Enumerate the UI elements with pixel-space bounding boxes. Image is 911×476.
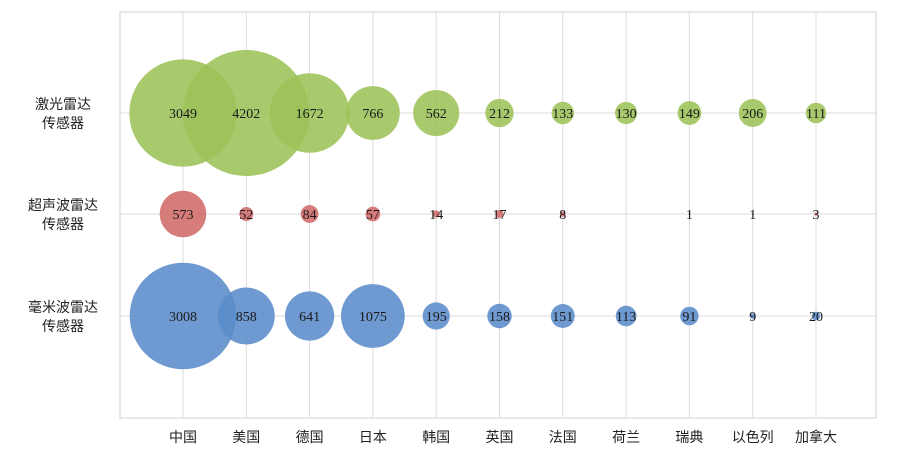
- bubble: [677, 101, 702, 125]
- bubble: [551, 101, 575, 125]
- data-label: 17: [493, 208, 507, 223]
- series-0: 3049 4202 1672 766 562 212 133 130 149 206 111: [129, 50, 827, 176]
- bubble: [749, 313, 756, 319]
- data-label: 133: [552, 107, 573, 122]
- x-tick-label: 荷兰: [612, 430, 640, 446]
- data-label: 20: [809, 310, 823, 325]
- bubble: [751, 213, 754, 215]
- data-label: 641: [299, 310, 320, 325]
- bubble: [217, 287, 275, 345]
- data-label: 52: [239, 208, 253, 223]
- y-tick-label: 激光雷达传感器: [35, 96, 91, 132]
- bubble: [811, 311, 821, 321]
- data-label: 9: [749, 310, 756, 325]
- bubble: [269, 73, 350, 153]
- x-tick-label: 德国: [296, 430, 324, 446]
- bubble: [688, 213, 691, 215]
- x-tick-label: 以色列: [732, 429, 774, 446]
- bubble: [300, 205, 319, 223]
- data-label: 4202: [232, 107, 260, 122]
- data-label: 3: [813, 208, 820, 223]
- data-label: 91: [682, 310, 696, 325]
- data-label: 8: [559, 208, 566, 223]
- bubble: [805, 102, 827, 124]
- data-label: 14: [429, 208, 443, 223]
- data-label: 766: [362, 107, 383, 122]
- bubble: [550, 304, 575, 328]
- x-tick-label: 韩国: [422, 430, 450, 446]
- bubble: [341, 284, 405, 348]
- bubble: [365, 206, 381, 222]
- data-label: 57: [366, 208, 380, 223]
- data-label: 195: [426, 310, 447, 325]
- bubble: [183, 50, 310, 176]
- data-label: 111: [806, 107, 826, 122]
- bubble: [159, 190, 207, 238]
- bubble: [615, 101, 638, 125]
- x-tick-label: 法国: [549, 430, 577, 446]
- plot-frame: [119, 11, 877, 419]
- y-tick-label: 超声波雷达传感器: [28, 198, 98, 233]
- bubble: [487, 303, 512, 329]
- bubble: [738, 99, 767, 127]
- data-label: 130: [616, 107, 637, 122]
- data-label: 3008: [169, 310, 197, 325]
- x-tick-label: 中国: [169, 430, 197, 446]
- x-tick-label: 日本: [359, 430, 387, 446]
- x-tick-label: 瑞典: [675, 430, 703, 446]
- bubble: [432, 210, 440, 218]
- data-label: 212: [489, 107, 510, 122]
- bubble: [284, 291, 335, 341]
- bubble: [495, 209, 504, 219]
- bubble: [422, 302, 450, 330]
- bubble: [129, 262, 237, 370]
- data-label: 573: [173, 208, 194, 223]
- data-label: 151: [552, 310, 573, 325]
- data-label: 113: [616, 310, 636, 325]
- x-tick-label: 加拿大: [795, 429, 837, 446]
- bubble: [680, 306, 699, 326]
- bubble: [560, 211, 566, 217]
- data-label: 84: [303, 208, 317, 223]
- x-tick-label: 英国: [486, 429, 514, 446]
- data-label: 3049: [169, 107, 197, 122]
- bubble: [814, 212, 818, 216]
- x-tick-label: 美国: [232, 430, 260, 446]
- data-label: 1: [749, 208, 756, 223]
- data-label: 562: [426, 107, 447, 122]
- data-label: 858: [236, 310, 257, 325]
- data-label: 149: [679, 107, 700, 122]
- data-label: 1: [686, 208, 693, 223]
- data-label: 158: [489, 310, 510, 325]
- data-label: 206: [742, 107, 763, 122]
- bubble: [346, 86, 400, 140]
- series-2: 3008 858 641 1075 195 158 151 113 91 9 20: [129, 262, 823, 370]
- bubble: [615, 305, 637, 327]
- y-tick-label: 毫米波雷达传感器: [28, 299, 98, 335]
- bubble: [239, 206, 254, 222]
- data-label: 1672: [296, 107, 324, 122]
- data-label: 1075: [359, 310, 387, 325]
- bubble: [413, 89, 460, 137]
- series-1: 573 52 84 57 14 17 8 1 1 3: [159, 190, 820, 238]
- bubble: [485, 98, 514, 128]
